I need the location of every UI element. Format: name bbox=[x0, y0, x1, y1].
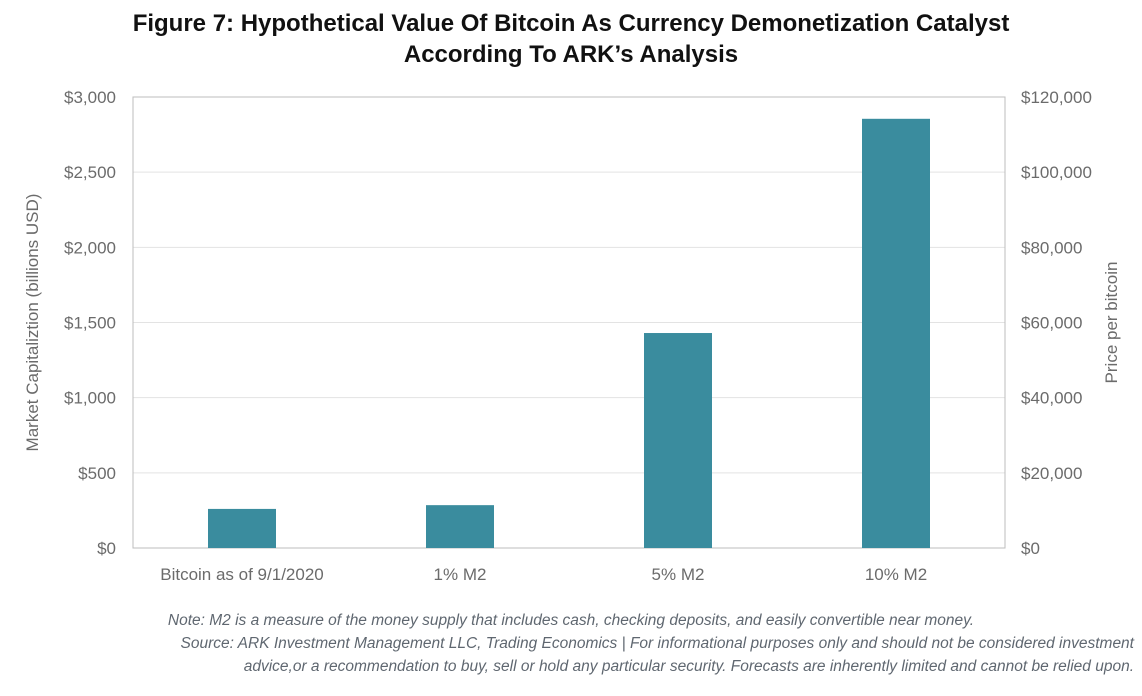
chart-title-line-1: Figure 7: Hypothetical Value Of Bitcoin … bbox=[132, 10, 1010, 37]
left-axis-tick-label: $3,000 bbox=[64, 88, 116, 107]
right-axis-tick-label: $80,000 bbox=[1021, 238, 1082, 257]
source-text-line-2: advice,or a recommendation to buy, sell … bbox=[243, 658, 1134, 675]
bar bbox=[208, 508, 276, 548]
bar bbox=[862, 118, 930, 548]
right-axis-label: Price per bitcoin bbox=[1102, 262, 1121, 384]
bar-chart: $0$500$1,000$1,500$2,000$2,500$3,000 $0$… bbox=[23, 88, 1121, 584]
left-axis-tick-label: $500 bbox=[78, 464, 116, 483]
left-axis-tick-label: $2,500 bbox=[64, 163, 116, 182]
bar bbox=[426, 505, 494, 548]
right-axis-tick-label: $120,000 bbox=[1021, 88, 1092, 107]
left-axis-tick-label: $1,500 bbox=[64, 314, 116, 333]
left-axis-tick-label: $2,000 bbox=[64, 238, 116, 257]
category-label: Bitcoin as of 9/1/2020 bbox=[160, 565, 324, 584]
chart-notes: Note: M2 is a measure of the money suppl… bbox=[0, 609, 1142, 678]
right-axis-tick-label: $60,000 bbox=[1021, 314, 1082, 333]
left-axis-tick-label: $0 bbox=[97, 539, 116, 558]
bars bbox=[208, 118, 930, 548]
right-axis-tick-label: $0 bbox=[1021, 539, 1040, 558]
right-axis-ticks: $0 $20,000 $40,000 $60,000 $80,000 $100,000 $1… bbox=[1021, 88, 1092, 558]
chart-title-line-2: According To ARK’s Analysis bbox=[403, 41, 739, 68]
bar bbox=[644, 333, 712, 548]
category-label: 1% M2 bbox=[434, 565, 487, 584]
left-axis-label: Market Capitaliztion (billions USD) bbox=[23, 194, 42, 452]
source-text-line-1: Source: ARK Investment Management LLC, T… bbox=[180, 635, 1134, 652]
note-text: Note: M2 is a measure of the money suppl… bbox=[167, 612, 975, 629]
left-axis-ticks: $0 $500 $1,000 $1,500 $2,000 $2,500 $3,000 bbox=[64, 88, 116, 558]
right-axis-tick-label: $20,000 bbox=[1021, 464, 1082, 483]
category-axis-ticks: Bitcoin as of 9/1/2020 1% M2 5% M2 10% M2 bbox=[160, 565, 927, 584]
category-label: 5% M2 bbox=[652, 565, 705, 584]
gridlines bbox=[133, 171, 1005, 474]
right-axis-tick-label: $40,000 bbox=[1021, 389, 1082, 408]
category-label: 10% M2 bbox=[865, 565, 927, 584]
chart-title: Figure 7: Hypothetical Value Of Bitcoin … bbox=[0, 8, 1142, 70]
plot-frame bbox=[132, 96, 1006, 549]
right-axis-tick-label: $100,000 bbox=[1021, 163, 1092, 182]
left-axis-tick-label: $1,000 bbox=[64, 389, 116, 408]
